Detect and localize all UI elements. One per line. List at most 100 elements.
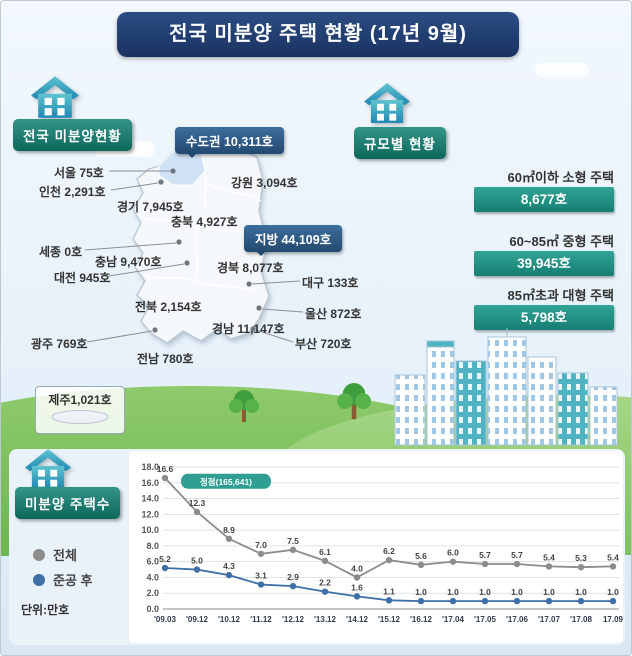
house-icon bbox=[25, 449, 71, 489]
svg-text:1.0: 1.0 bbox=[447, 587, 459, 597]
unit-label: 단위:만호 bbox=[21, 603, 70, 617]
legend-total: 전체 bbox=[33, 545, 77, 564]
national-section-title: 전국 미분양현황 bbox=[13, 119, 132, 151]
jeju-island-shape bbox=[51, 410, 109, 424]
svg-text:10.0: 10.0 bbox=[141, 525, 159, 535]
svg-text:14.0: 14.0 bbox=[141, 494, 159, 504]
svg-text:6.0: 6.0 bbox=[447, 548, 459, 558]
svg-text:1.0: 1.0 bbox=[415, 587, 427, 597]
house-icon bbox=[364, 83, 410, 123]
map-label-chungbuk: 충북 4,927호 bbox=[171, 215, 238, 229]
city-buildings-illustration bbox=[394, 328, 618, 446]
svg-text:2.0: 2.0 bbox=[146, 588, 159, 598]
svg-text:5.3: 5.3 bbox=[575, 553, 587, 563]
legend-after-completion: 준공 후 bbox=[33, 570, 93, 589]
svg-text:2.9: 2.9 bbox=[287, 572, 299, 582]
map-label-seoul: 서울 75호 bbox=[54, 166, 104, 180]
svg-text:'09.03: '09.03 bbox=[154, 615, 176, 624]
jeju-island-box: 제주1,021호 bbox=[35, 386, 125, 434]
trend-section: 미분양 주택수 전체 준공 후 단위:만호 0.0 2.0 4.0 6.0 8.0 10.… bbox=[9, 449, 625, 645]
svg-text:5.7: 5.7 bbox=[511, 550, 523, 560]
svg-text:'13.12: '13.12 bbox=[314, 615, 336, 624]
svg-text:8.0: 8.0 bbox=[146, 541, 159, 551]
map-label-chungnam: 충남 9,470호 bbox=[95, 255, 162, 269]
svg-text:1.1: 1.1 bbox=[383, 586, 395, 596]
svg-text:6.1: 6.1 bbox=[319, 547, 331, 557]
legend-after-label: 준공 후 bbox=[53, 573, 93, 588]
scale-section: 규모별 현황 60㎡이하 소형 주택 8,677호 60~85㎡ 중형 주택 3… bbox=[346, 81, 628, 449]
trend-section-title: 미분양 주택수 bbox=[15, 487, 121, 519]
svg-text:7.0: 7.0 bbox=[255, 540, 267, 550]
page-title: 전국 미분양 주택 현황 (17년 9월) bbox=[117, 12, 519, 57]
capital-total-badge: 수도권 10,311호 bbox=[175, 127, 285, 158]
map-label-gwangju: 광주 769호 bbox=[31, 337, 88, 351]
svg-text:17.09: 17.09 bbox=[603, 615, 623, 624]
svg-text:6.2: 6.2 bbox=[383, 546, 395, 556]
svg-text:16.0: 16.0 bbox=[141, 478, 159, 488]
map-label-gyeongbuk: 경북 8,077호 bbox=[217, 261, 284, 275]
scale-item-label-medium: 60~85㎡ 중형 주택 bbox=[509, 234, 614, 249]
svg-text:3.1: 3.1 bbox=[255, 571, 267, 581]
svg-text:6.0: 6.0 bbox=[146, 557, 159, 567]
svg-text:5.6: 5.6 bbox=[415, 551, 427, 561]
map-label-ulsan: 울산 872호 bbox=[305, 307, 362, 321]
svg-text:2.2: 2.2 bbox=[319, 578, 331, 588]
legend-total-label: 전체 bbox=[53, 548, 77, 563]
svg-text:'17.04: '17.04 bbox=[442, 615, 464, 624]
map-label-busan: 부산 720호 bbox=[295, 337, 352, 351]
map-label-jeju: 제주1,021호 bbox=[48, 393, 112, 407]
legend-after-dot bbox=[33, 573, 45, 586]
svg-text:5.4: 5.4 bbox=[607, 552, 619, 562]
leader-lines bbox=[84, 170, 304, 343]
svg-text:8.9: 8.9 bbox=[223, 525, 235, 535]
map-label-jeonbuk: 전북 2,154호 bbox=[135, 300, 202, 314]
province-borders bbox=[138, 170, 262, 292]
svg-text:1.0: 1.0 bbox=[511, 587, 523, 597]
svg-text:'17.08: '17.08 bbox=[570, 615, 592, 624]
scale-item-label-small: 60㎡이하 소형 주택 bbox=[507, 170, 614, 185]
svg-text:16.6: 16.6 bbox=[157, 464, 174, 474]
svg-text:5.2: 5.2 bbox=[159, 554, 171, 564]
korea-map bbox=[84, 140, 304, 344]
svg-text:'17.06: '17.06 bbox=[506, 615, 528, 624]
scale-section-title: 규모별 현황 bbox=[354, 127, 446, 159]
svg-text:1.0: 1.0 bbox=[479, 587, 491, 597]
svg-text:1.0: 1.0 bbox=[543, 587, 555, 597]
svg-text:'09.12: '09.12 bbox=[186, 615, 208, 624]
cloud bbox=[535, 63, 589, 77]
scale-item-value-large: 5,798호 bbox=[474, 305, 614, 330]
svg-text:12.0: 12.0 bbox=[141, 509, 159, 519]
svg-text:7.5: 7.5 bbox=[287, 536, 299, 546]
map-label-gyeongnam: 경남 11,147호 bbox=[212, 322, 285, 336]
svg-text:5.0: 5.0 bbox=[191, 556, 203, 566]
map-label-gyeonggi: 경기 7,945호 bbox=[117, 200, 184, 214]
svg-text:정점(165,641): 정점(165,641) bbox=[200, 477, 252, 487]
svg-text:4.0: 4.0 bbox=[146, 572, 159, 582]
peak-annotation: 정점(165,641) bbox=[181, 473, 271, 489]
svg-text:4.0: 4.0 bbox=[351, 563, 363, 573]
svg-text:18.0: 18.0 bbox=[141, 462, 159, 472]
scale-item-value-medium: 39,945호 bbox=[474, 251, 614, 276]
local-total-badge: 지방 44,109호 bbox=[244, 225, 343, 256]
svg-text:1.0: 1.0 bbox=[607, 587, 619, 597]
svg-text:0.0: 0.0 bbox=[146, 604, 159, 614]
svg-text:4.3: 4.3 bbox=[223, 561, 235, 571]
svg-text:'16.12: '16.12 bbox=[410, 615, 432, 624]
svg-text:5.7: 5.7 bbox=[479, 550, 491, 560]
map-label-sejong: 세종 0호 bbox=[39, 245, 83, 259]
svg-text:'15.12: '15.12 bbox=[378, 615, 400, 624]
svg-text:'17.07: '17.07 bbox=[538, 615, 560, 624]
map-label-jeonnam: 전남 780호 bbox=[137, 352, 194, 366]
svg-text:'10.12: '10.12 bbox=[218, 615, 240, 624]
svg-text:1.0: 1.0 bbox=[575, 587, 587, 597]
svg-text:'11.12: '11.12 bbox=[250, 615, 272, 624]
svg-text:12.3: 12.3 bbox=[189, 498, 206, 508]
map-label-incheon: 인천 2,291호 bbox=[39, 185, 106, 199]
legend-total-dot bbox=[33, 548, 45, 561]
national-section: 전국 미분양현황 bbox=[9, 71, 383, 451]
svg-text:1.6: 1.6 bbox=[351, 582, 363, 592]
map-label-daejeon: 대전 945호 bbox=[54, 271, 111, 285]
trend-chart: 0.0 2.0 4.0 6.0 8.0 10.0 12.0 14.0 16.0 18.0 '09.0… bbox=[129, 451, 623, 643]
map-label-daegu: 대구 133호 bbox=[302, 276, 359, 290]
